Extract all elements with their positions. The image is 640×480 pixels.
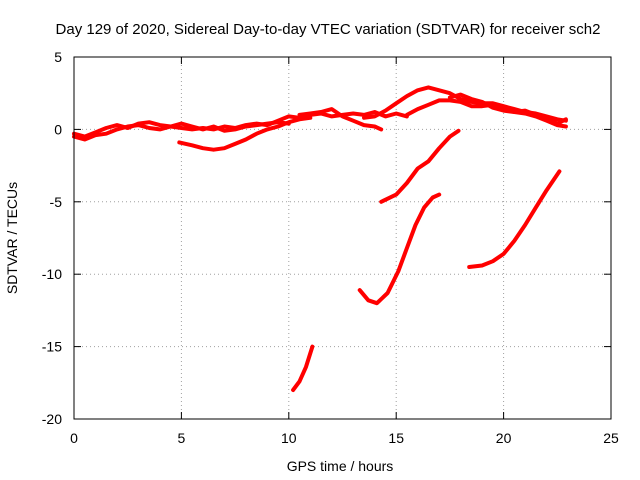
series-arc-9 [357, 192, 442, 306]
x-tick-label: 10 [281, 430, 297, 446]
y-axis-ticks: 5 0 -5 -10 -15 -20 [42, 49, 611, 427]
x-axis-ticks: 0 5 10 15 20 25 [70, 57, 619, 446]
x-tick-label: 25 [603, 430, 619, 446]
x-tick-label: 0 [70, 430, 78, 446]
series-arc-4 [297, 107, 384, 132]
series-arc-8 [379, 128, 461, 204]
chart-title: Day 129 of 2020, Sidereal Day-to-day VTE… [56, 21, 601, 38]
series-arc-10 [291, 344, 315, 392]
y-tick-label: -10 [42, 266, 62, 282]
plot-frame [73, 56, 612, 420]
y-tick-label: 5 [54, 49, 62, 65]
data-series [72, 85, 568, 392]
series-arc-2 [72, 120, 291, 139]
x-tick-label: 15 [388, 430, 404, 446]
y-tick-label: -20 [42, 411, 62, 427]
series-arc-7 [447, 92, 568, 129]
y-tick-label: -15 [42, 339, 62, 355]
x-tick-label: 5 [178, 430, 186, 446]
series-arc-3 [177, 115, 313, 152]
y-tick-label: -5 [50, 194, 63, 210]
series-arc-11 [467, 169, 562, 269]
y-axis-label: SDTVAR / TECUs [4, 182, 20, 294]
x-tick-label: 20 [496, 430, 512, 446]
y-tick-label: 0 [54, 121, 62, 137]
x-axis-label: GPS time / hours [287, 458, 394, 474]
